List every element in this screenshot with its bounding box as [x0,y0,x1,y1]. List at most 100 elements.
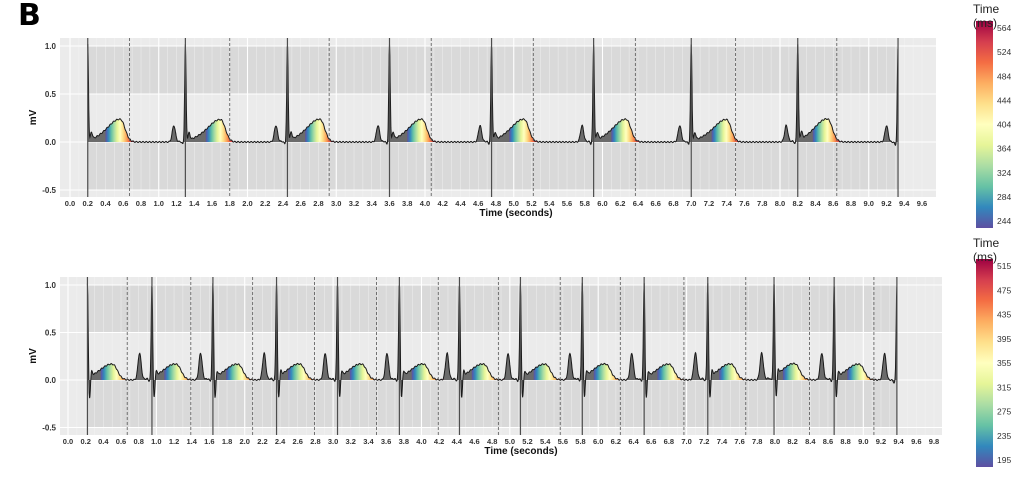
y-tick-label: -0.5 [42,186,56,195]
x-tick-label: 2.6 [296,199,306,208]
x-tick-label: 4.4 [455,199,466,208]
x-tick-label: 7.0 [681,437,691,446]
x-tick-label: 3.8 [399,437,409,446]
x-tick-label: 6.4 [633,199,644,208]
x-tick-label: 3.6 [384,199,394,208]
colorbar-title-bottom: Time (ms) [973,236,1000,264]
x-tick-label: 9.4 [893,437,904,446]
ecg-trace [86,282,898,399]
colorbar-tick-label: 515 [997,261,1011,271]
x-tick-label: 7.6 [734,437,744,446]
x-tick-label: 3.6 [381,437,391,446]
x-axis-label: Time (seconds) [479,208,552,219]
x-tick-label: 4.0 [420,199,430,208]
y-tick-label: 0.5 [45,90,57,99]
t-wave-colored-fill [288,363,320,381]
x-tick-label: 3.0 [328,437,338,446]
shaded-band [87,46,899,94]
x-tick-label: 8.6 [823,437,833,446]
x-tick-label: 4.0 [416,437,426,446]
x-tick-label: 9.4 [899,199,910,208]
colorbar-tick-label: 235 [997,431,1011,441]
t-wave-colored-fill [719,363,752,381]
t-wave-colored-fill [657,363,690,381]
x-tick-label: 4.6 [473,199,483,208]
t-wave-colored-fill [100,363,133,381]
x-tick-label: 3.4 [367,199,378,208]
colorbar-tick-label: 284 [997,192,1011,202]
x-tick-label: 8.4 [810,199,821,208]
colorbar [976,21,993,228]
colorbar-tick-label: 404 [997,120,1011,130]
t-wave-colored-fill [226,363,258,381]
x-tick-label: 9.0 [858,437,868,446]
y-tick-label: 1.0 [45,281,57,290]
t-wave-colored-fill [593,363,626,381]
x-tick-label: 1.2 [171,199,181,208]
y-tick-label: 0.0 [45,138,57,147]
x-tick-label: 6.0 [597,199,607,208]
colorbar [976,259,993,467]
x-tick-label: 6.0 [593,437,603,446]
x-tick-label: 6.8 [664,437,674,446]
x-tick-label: 6.2 [611,437,621,446]
colorbar-tick-label: 444 [997,95,1011,105]
colorbar-tick-label: 484 [997,71,1011,81]
colorbar-title-top: Time (ms) [973,2,1000,30]
x-tick-label: 3.2 [349,199,359,208]
x-tick-label: 7.8 [757,199,767,208]
x-tick-label: 6.4 [628,437,639,446]
x-tick-label: 9.0 [864,199,874,208]
x-tick-label: 1.4 [189,199,200,208]
x-tick-label: 0.6 [116,437,126,446]
x-tick-label: 5.0 [505,437,515,446]
x-tick-label: 7.8 [752,437,762,446]
x-tick-label: 4.8 [491,199,501,208]
x-tick-label: 7.4 [717,437,728,446]
x-tick-label: 9.6 [911,437,921,446]
x-tick-label: 0.4 [98,437,109,446]
x-tick-label: 1.8 [225,199,235,208]
x-tick-label: 8.6 [828,199,838,208]
t-wave-colored-fill [471,363,504,381]
x-tick-label: 4.2 [434,437,444,446]
x-tick-label: 6.6 [646,437,656,446]
x-tick-label: 1.4 [186,437,197,446]
y-tick-label: 0.5 [45,329,57,338]
x-tick-label: 8.0 [775,199,785,208]
t-wave-colored-fill [782,363,815,381]
colorbar-tick-label: 395 [997,334,1011,344]
x-tick-label: 3.2 [346,437,356,446]
x-tick-label: 7.2 [699,437,709,446]
y-axis-label: mV [28,109,39,125]
colorbar-tick-label: 364 [997,144,1011,154]
x-tick-label: 0.2 [80,437,90,446]
t-wave-colored-fill [164,363,197,381]
x-tick-label: 0.8 [133,437,143,446]
x-tick-label: 7.6 [739,199,749,208]
x-tick-label: 0.0 [63,437,73,446]
t-wave-colored-fill [847,363,880,381]
shaded-band [87,142,899,190]
x-tick-label: 5.0 [509,199,519,208]
x-tick-label: 5.8 [575,437,585,446]
colorbar-tick-label: 244 [997,216,1011,226]
x-tick-label: 8.8 [846,199,856,208]
x-tick-label: 9.6 [917,199,927,208]
x-tick-label: 4.4 [452,437,463,446]
colorbar-tick-label: 524 [997,47,1011,57]
x-tick-label: 6.2 [615,199,625,208]
t-wave-colored-fill [812,118,843,142]
colorbar-tick-label: 275 [997,407,1011,417]
x-tick-label: 5.2 [526,199,536,208]
colorbar-tick-label: 324 [997,168,1011,178]
y-tick-label: -0.5 [42,424,56,433]
x-tick-label: 2.0 [242,199,252,208]
x-axis-label: Time (seconds) [484,446,557,457]
x-tick-label: 8.2 [787,437,797,446]
x-tick-label: 0.6 [118,199,128,208]
x-tick-label: 3.0 [331,199,341,208]
x-tick-label: 1.0 [154,199,164,208]
colorbar-tick-label: 315 [997,382,1011,392]
